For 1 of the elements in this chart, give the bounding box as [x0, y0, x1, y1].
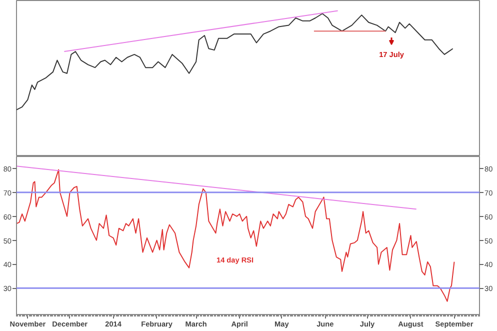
line-series	[16, 169, 455, 302]
